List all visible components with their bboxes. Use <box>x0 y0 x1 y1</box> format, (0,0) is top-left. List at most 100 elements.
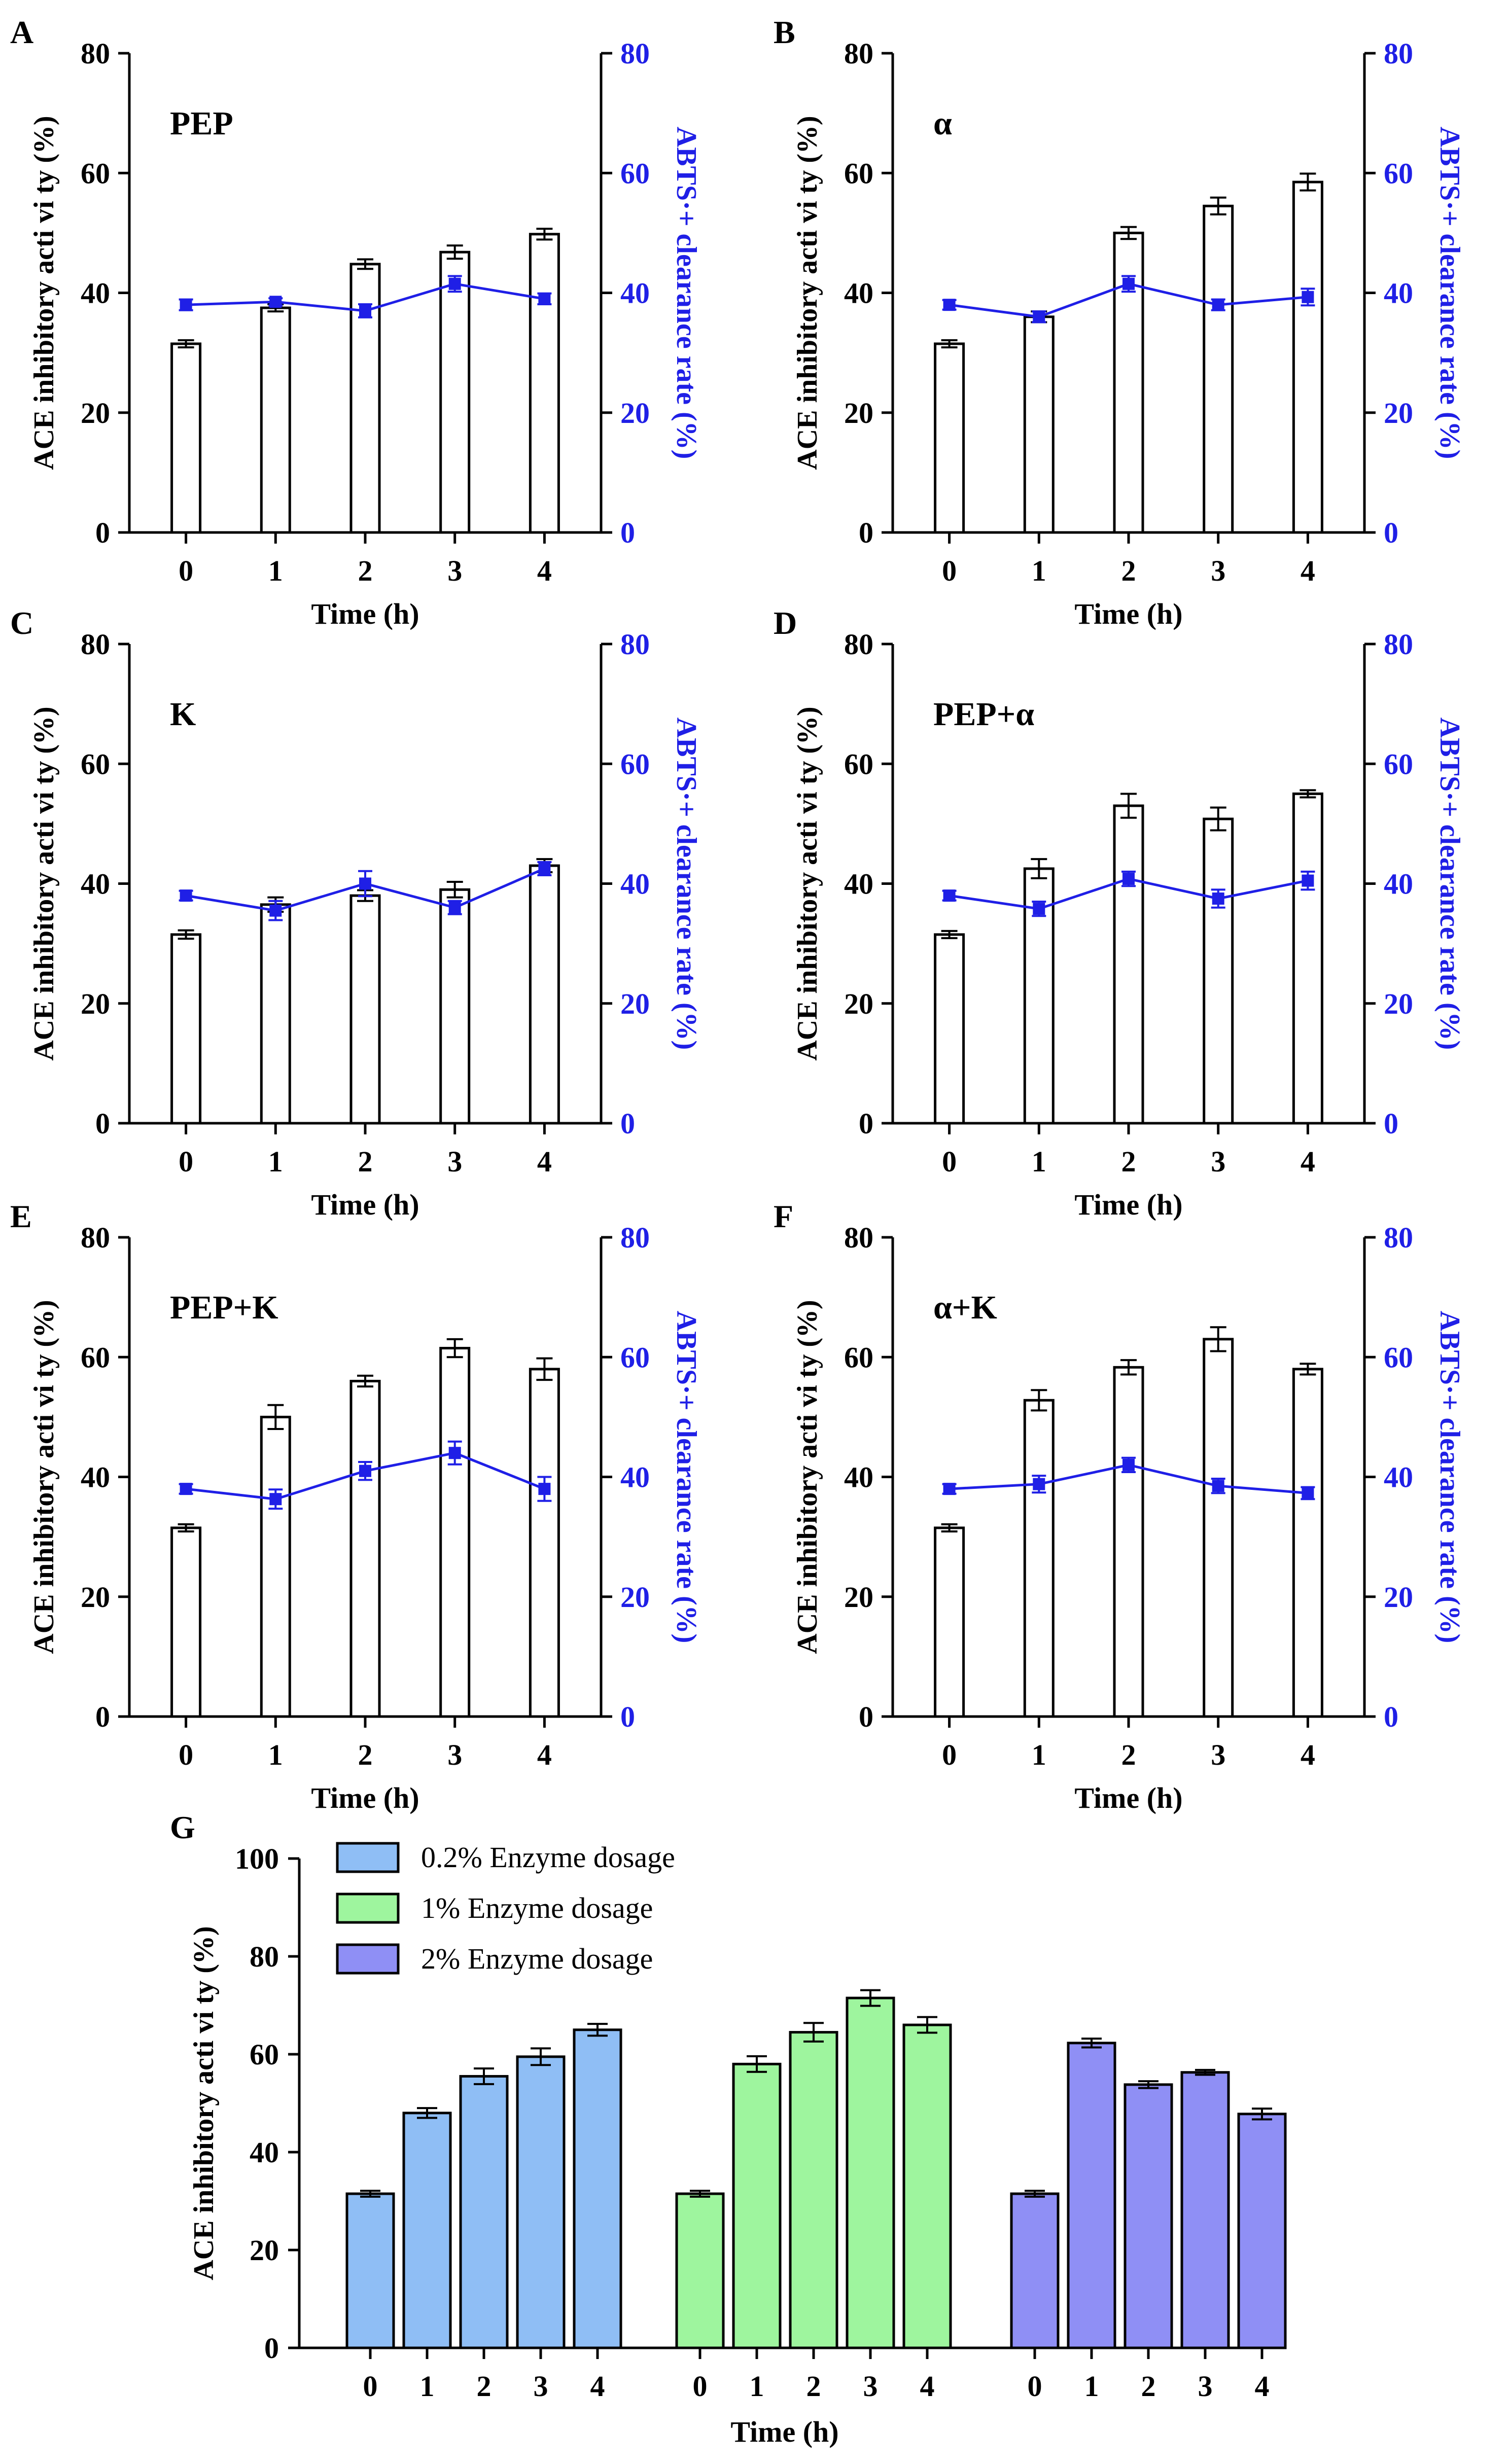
line-point <box>448 901 461 914</box>
x-tick-label: 4 <box>1301 554 1315 587</box>
line-point <box>1302 291 1314 303</box>
left-tick-label: 60 <box>81 1341 110 1374</box>
x-tick-label: 4 <box>537 1145 552 1178</box>
y-tick-label: 100 <box>235 1842 279 1875</box>
left-tick-label: 20 <box>844 1581 873 1614</box>
bar <box>1292 1368 1323 1718</box>
x-tick-label: 3 <box>1211 1145 1225 1178</box>
x-tick-label: 4 <box>1301 1145 1315 1178</box>
x-tick-label: 2 <box>477 2370 492 2403</box>
panel-C: C K 0 0 20 20 40 40 60 60 80 80 0 1 2 3 4 Time (h) ACE inh… <box>10 605 702 1221</box>
legend-label: 1% Enzyme dosage <box>421 1891 653 1924</box>
legend-label: 0.2% Enzyme dosage <box>421 1841 675 1874</box>
x-tick-label: 1 <box>750 2370 764 2403</box>
bar <box>349 1380 381 1718</box>
left-tick-label: 40 <box>844 277 873 310</box>
y-tick-label: 80 <box>250 1940 279 1973</box>
line-point <box>943 889 956 902</box>
left-tick-label: 60 <box>844 157 873 190</box>
legend-swatch <box>336 1842 400 1873</box>
bar <box>675 2192 725 2349</box>
line-point <box>1122 1458 1135 1471</box>
y-axis-label-left: ACE inhibitory acti vi ty (%) <box>28 706 60 1060</box>
x-axis-label: Time (h) <box>730 2415 838 2448</box>
line-point <box>448 1447 461 1459</box>
enzyme-label: PEP+K <box>170 1289 278 1326</box>
panel-E: E PEP+K 0 0 20 20 40 40 60 60 80 80 0 1 2 3 4 Time (h) ACE… <box>10 1198 702 1814</box>
panel-B: Bα 0 0 20 20 40 40 60 60 80 80 0 1 2 3 4 Time (h) ACE inh… <box>774 14 1465 630</box>
line-point <box>1033 1478 1045 1490</box>
left-tick-label: 0 <box>859 1700 873 1733</box>
bar <box>1124 2083 1173 2349</box>
y-axis-label-right: ABTS·+ clearance rate (%) <box>671 127 702 459</box>
line-point <box>943 299 956 311</box>
bar <box>529 864 560 1125</box>
line-point <box>538 1483 551 1495</box>
bar <box>732 2062 782 2349</box>
right-tick-label: 80 <box>620 628 650 661</box>
panel-D: D PEP+α 0 0 20 20 40 40 60 60 80 80 0 1 2 3 4 Time (h) ACE… <box>774 605 1465 1221</box>
right-tick-label: 0 <box>1384 1700 1398 1733</box>
x-tick-label: 4 <box>1301 1738 1315 1771</box>
x-tick-label: 4 <box>1255 2370 1270 2403</box>
line-point <box>359 304 371 317</box>
x-axis-label: Time (h) <box>311 1781 419 1814</box>
left-tick-label: 80 <box>844 1221 873 1254</box>
x-tick-label: 4 <box>920 2370 935 2403</box>
x-tick-label: 0 <box>942 554 957 587</box>
bar <box>439 251 471 534</box>
y-tick-label: 60 <box>250 2038 279 2071</box>
line-point <box>269 1493 282 1506</box>
x-tick-label: 2 <box>358 554 373 587</box>
bar <box>439 1347 471 1718</box>
line-point <box>448 277 461 290</box>
bar <box>260 903 291 1125</box>
right-tick-label: 20 <box>620 987 650 1020</box>
x-tick-label: 2 <box>1141 2370 1156 2403</box>
enzyme-label: α+K <box>933 1289 997 1326</box>
legend-swatch <box>336 1892 400 1924</box>
right-tick-label: 20 <box>1384 397 1413 430</box>
x-tick-label: 0 <box>179 1145 193 1178</box>
x-tick-label: 1 <box>1032 554 1046 587</box>
x-tick-label: 1 <box>268 1738 283 1771</box>
right-tick-label: 40 <box>620 1461 650 1494</box>
line-point <box>359 877 371 890</box>
bar <box>1203 204 1234 534</box>
x-tick-label: 1 <box>1032 1145 1046 1178</box>
x-tick-label: 4 <box>537 1738 552 1771</box>
bar <box>1023 1399 1055 1718</box>
bar <box>902 2023 952 2349</box>
y-axis-label-left: ACE inhibitory acti vi ty (%) <box>28 1300 60 1654</box>
left-tick-label: 80 <box>81 628 110 661</box>
enzyme-label: α <box>933 105 952 142</box>
x-tick-label: 4 <box>537 554 552 587</box>
bar <box>1113 804 1144 1125</box>
x-tick-label: 3 <box>447 554 462 587</box>
bar <box>1203 817 1234 1125</box>
panel-F: Fα+K 0 0 20 20 40 40 60 60 80 80 0 1 2 3 4 Time (h) ACE i… <box>774 1198 1465 1814</box>
line-point <box>1212 1480 1224 1492</box>
legend-swatch <box>336 1943 400 1975</box>
x-tick-label: 1 <box>1032 1738 1046 1771</box>
line-point <box>1122 873 1135 885</box>
x-axis-label: Time (h) <box>311 597 419 630</box>
panel-letter: B <box>774 14 795 50</box>
left-tick-label: 60 <box>81 157 110 190</box>
bar <box>529 233 560 534</box>
y-axis-label-left: ACE inhibitory acti vi ty (%) <box>28 116 60 470</box>
bar <box>349 894 381 1125</box>
bar <box>260 1415 291 1718</box>
x-tick-label: 2 <box>1121 1145 1136 1178</box>
line-point <box>180 299 192 311</box>
bar <box>345 2192 395 2349</box>
y-axis-label-left: ACE inhibitory acti vi ty (%) <box>792 116 823 470</box>
line-point <box>180 1483 192 1495</box>
bar <box>573 2028 622 2349</box>
right-tick-label: 20 <box>620 397 650 430</box>
right-tick-label: 40 <box>620 277 650 310</box>
bar <box>516 2055 566 2349</box>
x-axis-label: Time (h) <box>1074 1781 1182 1814</box>
right-tick-label: 60 <box>620 747 650 780</box>
x-tick-label: 0 <box>179 1738 193 1771</box>
